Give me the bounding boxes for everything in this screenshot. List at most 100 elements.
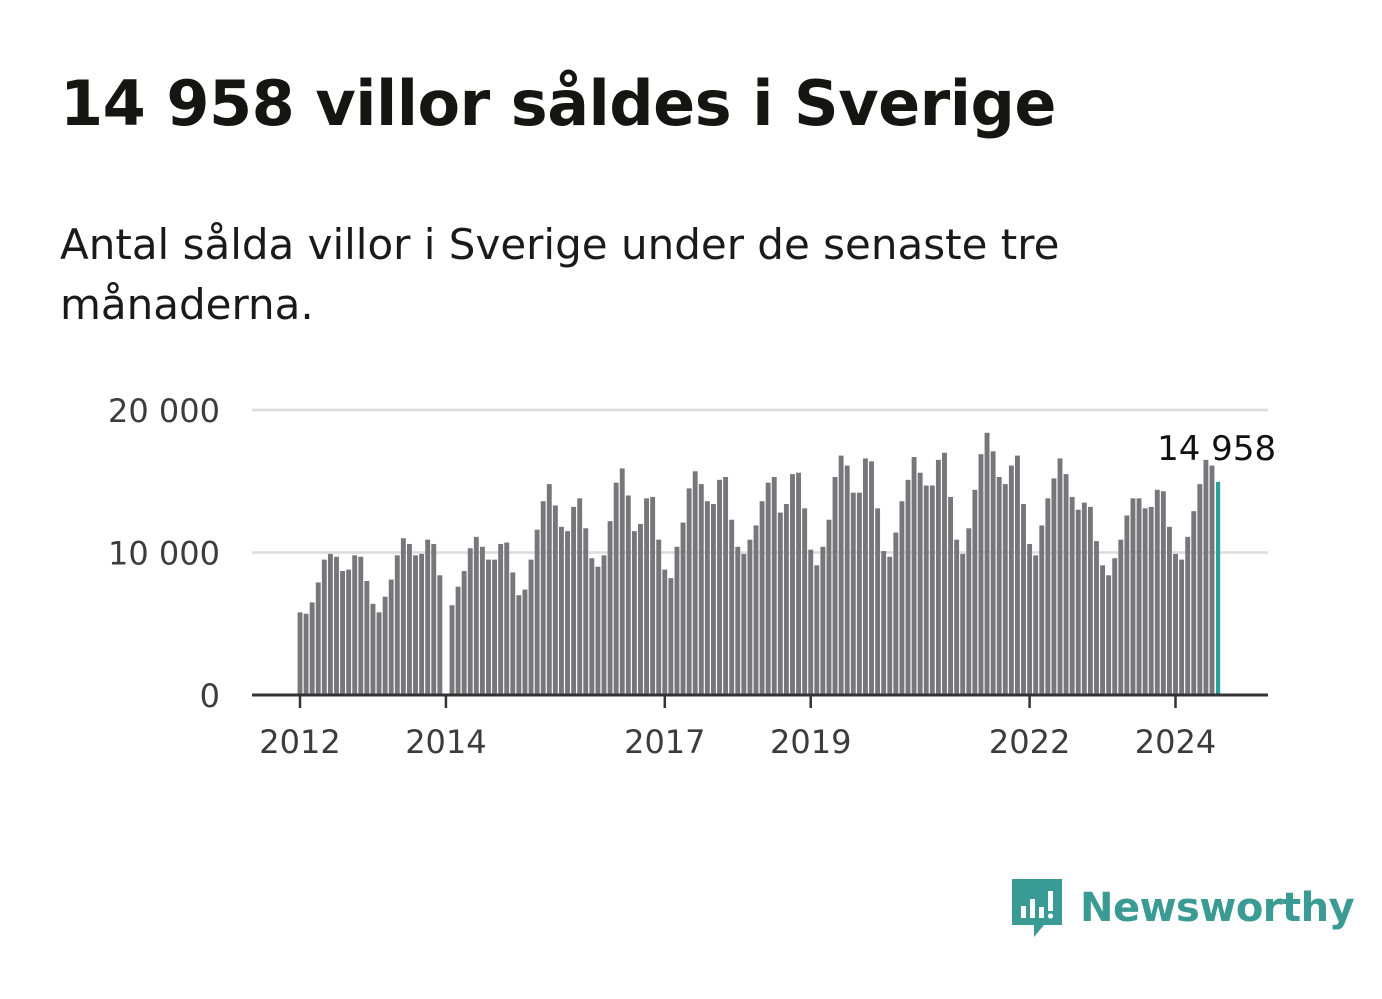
bar	[686, 488, 692, 695]
bar	[595, 566, 601, 695]
bar	[473, 536, 479, 695]
bar	[1173, 553, 1178, 695]
bar	[972, 489, 978, 695]
bar	[893, 532, 899, 695]
bar	[297, 612, 303, 695]
bar	[942, 452, 947, 695]
bar	[911, 457, 917, 695]
bar	[613, 482, 619, 695]
bar	[455, 586, 461, 695]
bar	[753, 525, 759, 695]
bar	[419, 553, 425, 695]
bar	[583, 528, 589, 695]
bar	[1057, 458, 1063, 695]
bar	[1045, 498, 1051, 695]
bar	[619, 468, 625, 695]
bar	[1136, 498, 1142, 695]
bar	[309, 602, 315, 695]
bar	[704, 501, 710, 695]
newsworthy-logo-icon	[1012, 879, 1062, 937]
bar	[1203, 459, 1209, 695]
bar	[820, 546, 826, 695]
bar	[376, 612, 382, 695]
bar	[790, 474, 795, 695]
bar	[1191, 511, 1197, 695]
bar	[528, 559, 534, 695]
bar	[607, 521, 613, 695]
bar	[674, 546, 680, 695]
x-tick-label: 2022	[989, 723, 1070, 761]
bar	[935, 459, 941, 695]
bar	[1130, 498, 1136, 695]
bar	[844, 465, 850, 695]
bar	[759, 501, 765, 695]
bar	[905, 479, 911, 695]
bar	[352, 555, 358, 695]
x-tick-label: 2014	[405, 723, 486, 761]
bar	[1094, 541, 1099, 695]
bar	[929, 485, 935, 695]
bar	[1142, 508, 1148, 695]
bar	[358, 556, 364, 695]
bar	[1002, 484, 1008, 695]
bar	[625, 495, 631, 695]
bar	[400, 538, 406, 695]
bar	[887, 556, 893, 695]
bar	[662, 569, 668, 695]
bar	[467, 548, 473, 695]
bar	[1063, 474, 1069, 695]
bar	[954, 539, 960, 695]
data-label: 14 958	[1157, 429, 1276, 469]
bar	[479, 546, 485, 695]
bar	[1124, 515, 1130, 695]
x-tick-label: 2019	[770, 723, 851, 761]
bar	[741, 553, 747, 695]
bar	[498, 543, 504, 695]
bar	[388, 579, 394, 695]
bar	[1100, 565, 1106, 695]
bar	[1112, 558, 1118, 695]
bar	[327, 553, 333, 695]
highlight-bar	[1215, 481, 1221, 695]
bar	[960, 553, 966, 695]
bar	[1179, 559, 1185, 695]
bar	[1051, 478, 1057, 695]
bar	[656, 539, 662, 695]
bar	[692, 471, 698, 695]
bar	[1148, 506, 1154, 695]
bar	[796, 472, 802, 695]
bar	[802, 508, 808, 695]
bar	[449, 605, 455, 695]
x-tick-label: 2017	[624, 723, 705, 761]
bar	[431, 543, 437, 695]
bar	[735, 546, 741, 695]
bar	[875, 508, 881, 695]
bar	[546, 484, 552, 695]
bar	[698, 484, 704, 695]
bar	[1039, 525, 1045, 695]
bar	[680, 522, 686, 695]
bar	[808, 549, 814, 695]
bar	[1075, 509, 1081, 695]
bar	[638, 524, 643, 695]
bar	[406, 543, 412, 695]
bar	[558, 526, 564, 695]
bar	[577, 498, 583, 695]
bar	[1106, 575, 1112, 695]
bar	[984, 432, 990, 695]
bar	[729, 519, 735, 695]
chart-title: 14 958 villor såldes i Sverige	[60, 67, 1056, 140]
bar	[552, 505, 558, 695]
bar	[1069, 496, 1075, 695]
bar	[996, 476, 1002, 695]
brand-name: Newsworthy	[1080, 885, 1355, 931]
bar	[504, 542, 510, 695]
x-axis	[252, 693, 1268, 708]
bar	[850, 492, 856, 695]
bar	[1118, 539, 1124, 695]
bar	[370, 603, 376, 695]
bar	[510, 572, 516, 695]
bar	[1008, 465, 1014, 695]
bar	[346, 569, 352, 695]
bar	[631, 531, 637, 695]
